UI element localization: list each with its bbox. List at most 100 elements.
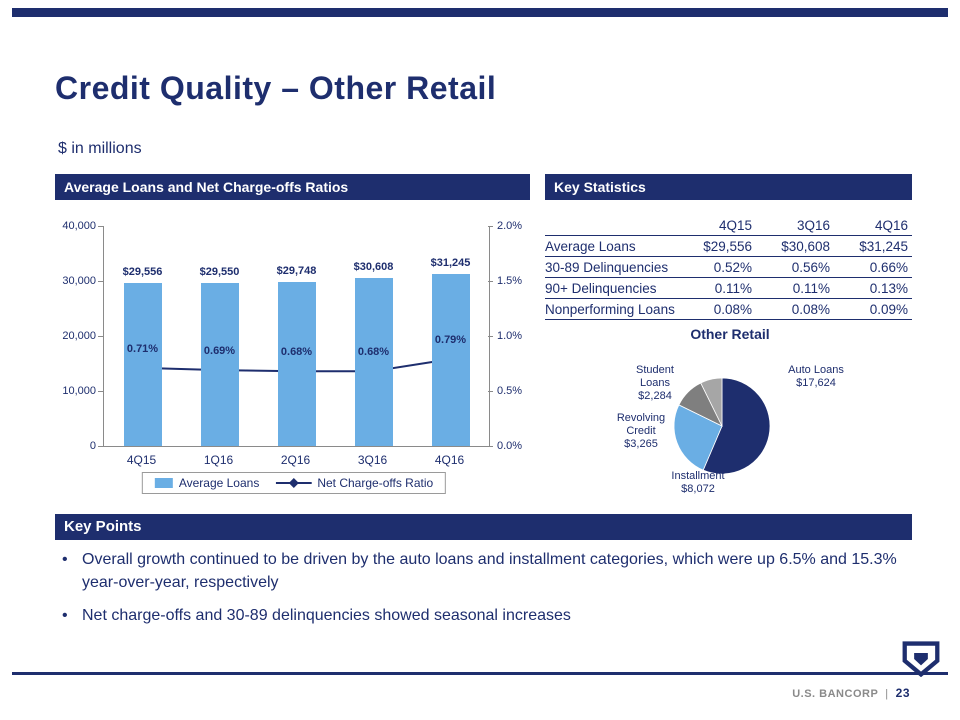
bar-1Q16 xyxy=(200,283,239,446)
pie-label-auto-loans: Auto Loans $17,624 xyxy=(776,364,856,390)
pie-label-revolving-credit: Revolving Credit $3,265 xyxy=(610,412,672,451)
pie-slice-value: $2,284 xyxy=(638,390,672,402)
key-point: Overall growth continued to be driven by… xyxy=(58,548,918,594)
bar-value-label: $29,556 xyxy=(122,266,163,279)
row-label-cell: 30-89 Delinquencies xyxy=(545,259,669,275)
header-cell: 4Q15 xyxy=(718,218,752,233)
bar-value-label: $29,550 xyxy=(199,266,240,279)
footer-brand: U.S. BANCORP xyxy=(792,688,879,700)
bar-value-label: $31,245 xyxy=(430,257,471,270)
pie-label-installment: Installment $8,072 xyxy=(654,470,742,496)
table-row: 90+ Delinquencies 0.11% 0.11% 0.13% xyxy=(545,278,912,299)
axis-tick xyxy=(98,336,103,337)
footer-separator: | xyxy=(885,688,889,700)
right-axis-tick-label: 2.0% xyxy=(497,220,523,232)
x-axis-label: 4Q16 xyxy=(434,453,465,467)
axis-tick xyxy=(98,446,103,447)
section-header-key-statistics: Key Statistics xyxy=(545,174,912,200)
ratio-value-label: 0.79% xyxy=(434,334,467,347)
key-points-list: Overall growth continued to be driven by… xyxy=(58,548,918,637)
legend-net-charge-offs: Net Charge-offs Ratio xyxy=(317,476,434,490)
header-cell: 4Q16 xyxy=(874,218,908,233)
ratio-value-label: 0.68% xyxy=(357,346,390,359)
axis-tick xyxy=(98,226,103,227)
left-axis-tick-label: 30,000 xyxy=(62,275,96,287)
net-charge-offs-swatch-icon xyxy=(275,478,312,488)
legend-average-loans: Average Loans xyxy=(178,476,260,490)
left-axis-tick-label: 10,000 xyxy=(62,385,96,397)
axis-tick xyxy=(488,336,493,337)
axis-tick xyxy=(488,281,493,282)
table-row: Average Loans $29,556 $30,608 $31,245 xyxy=(545,236,912,257)
bar-value-label: $30,608 xyxy=(353,260,394,273)
value-cell: 0.09% xyxy=(869,301,908,317)
right-axis-tick-label: 1.0% xyxy=(497,330,523,342)
pie-slice-label: Student Loans xyxy=(636,364,674,389)
ratio-value-label: 0.71% xyxy=(126,342,159,355)
bar-4Q15 xyxy=(123,283,162,446)
row-label-cell: Nonperforming Loans xyxy=(545,301,675,317)
axis-tick xyxy=(98,281,103,282)
value-cell: 0.08% xyxy=(713,301,752,317)
axis-tick xyxy=(488,391,493,392)
bar-4Q16 xyxy=(431,274,470,446)
ratio-value-label: 0.69% xyxy=(203,345,236,358)
right-axis: 2.0% 1.5% 1.0% 0.5% 0.0% xyxy=(494,214,533,458)
units-note: $ in millions xyxy=(58,140,142,157)
value-cell: 0.66% xyxy=(869,259,908,275)
plot-area: $29,556 $29,550 $29,748 $30,608 $31,245 0.71%… xyxy=(103,226,490,447)
pie-slice-label: Installment xyxy=(671,470,725,482)
page-number: 23 xyxy=(895,686,910,700)
value-cell: $30,608 xyxy=(781,238,830,254)
value-cell: 0.13% xyxy=(869,280,908,296)
bar-value-label: $29,748 xyxy=(276,265,317,278)
right-axis-tick-label: 1.5% xyxy=(497,275,523,287)
right-axis-tick-label: 0.0% xyxy=(497,440,523,452)
ratio-value-label: 0.68% xyxy=(280,346,313,359)
value-cell: 0.11% xyxy=(792,280,830,296)
row-label-cell: Average Loans xyxy=(545,238,636,254)
table-header-row: 4Q15 3Q16 4Q16 xyxy=(545,211,912,236)
pie-chart xyxy=(673,377,771,475)
footer: U.S. BANCORP | 23 xyxy=(792,686,910,700)
key-point: Net charge-offs and 30-89 delinquencies … xyxy=(58,604,918,627)
right-axis-tick-label: 0.5% xyxy=(497,385,523,397)
pie-slice-label: Auto Loans xyxy=(788,364,844,376)
bar-2Q16 xyxy=(277,282,316,446)
pie-slice-value: $17,624 xyxy=(796,377,836,389)
pie-slice-value: $3,265 xyxy=(624,438,658,450)
pie-slice-student-loans xyxy=(700,377,723,427)
left-axis-tick-label: 40,000 xyxy=(62,220,96,232)
top-rule xyxy=(12,8,948,17)
left-axis: 40,000 30,000 20,000 10,000 0 xyxy=(55,214,99,458)
us-bancorp-logo-icon xyxy=(902,641,940,677)
value-cell: 0.08% xyxy=(791,301,830,317)
x-axis: 4Q15 1Q16 2Q16 3Q16 4Q16 xyxy=(103,453,488,469)
x-axis-label: 2Q16 xyxy=(280,453,311,467)
table-row: 30-89 Delinquencies 0.52% 0.56% 0.66% xyxy=(545,257,912,278)
header-cell: 3Q16 xyxy=(796,218,830,233)
pie-slice-label: Revolving Credit xyxy=(616,412,666,437)
row-label-cell: 90+ Delinquencies xyxy=(545,280,657,296)
key-statistics-table: 4Q15 3Q16 4Q16 Average Loans $29,556 $30,608 $… xyxy=(545,211,912,320)
chart-legend: Average Loans Net Charge-offs Ratio xyxy=(141,472,447,494)
combo-chart: 40,000 30,000 20,000 10,000 0 2.0% 1.5% 1.0% 0.… xyxy=(55,214,533,506)
bar-3Q16 xyxy=(354,277,393,446)
section-header-label: Average Loans and Net Charge-offs Ratios xyxy=(64,179,349,195)
section-header-label: Key Statistics xyxy=(554,179,646,195)
value-cell: $29,556 xyxy=(703,238,752,254)
value-cell: $31,245 xyxy=(859,238,908,254)
average-loans-swatch-icon xyxy=(154,478,173,488)
axis-tick xyxy=(488,446,493,447)
pie-slice-auto-loans xyxy=(702,377,771,475)
section-header-label: Key Points xyxy=(64,518,142,535)
axis-tick xyxy=(98,391,103,392)
pie-title: Other Retail xyxy=(690,326,770,342)
x-axis-label: 1Q16 xyxy=(203,453,234,467)
footer-rule xyxy=(12,672,948,675)
table-row: Nonperforming Loans 0.08% 0.08% 0.09% xyxy=(545,299,912,320)
pie-slice-value: $8,072 xyxy=(681,483,715,495)
value-cell: 0.11% xyxy=(714,280,752,296)
axis-tick xyxy=(488,226,493,227)
pie-slice-installment xyxy=(673,404,723,471)
